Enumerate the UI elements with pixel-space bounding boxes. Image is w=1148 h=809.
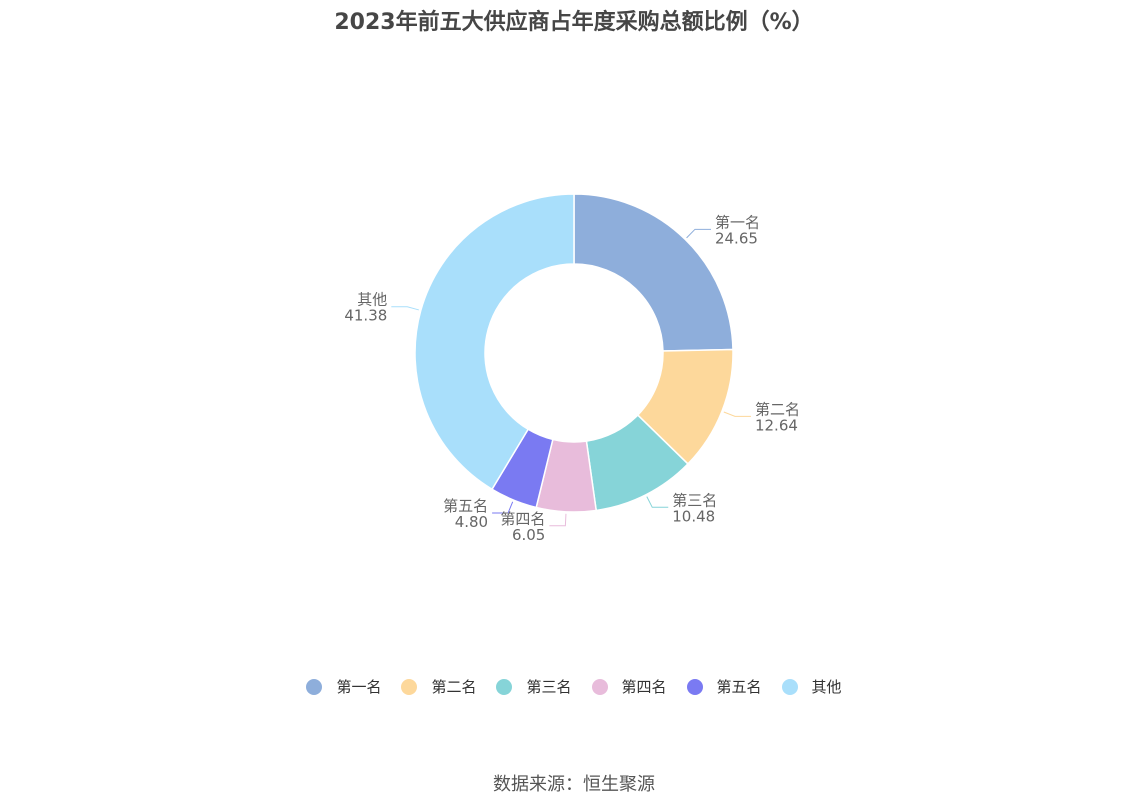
slice-category-label-fifth: 第五名 [443,497,488,515]
slice-category-label-other: 其他 [357,291,387,309]
legend-dot-icon [306,678,323,695]
legend-item-fifth[interactable]: 第五名 [686,676,762,697]
data-source: 数据来源：恒生聚源 [493,774,655,795]
legend-dot-icon [496,678,513,695]
legend-item-second[interactable]: 第二名 [401,676,476,697]
slice-category-label-fourth: 第四名 [500,510,545,528]
legend-label: 第一名 [336,678,382,696]
legend-item-fourth[interactable]: 第四名 [591,676,667,697]
slice-value-label-fifth: 4.80 [455,513,488,531]
leader-line-other [391,306,420,311]
leader-lines [391,228,751,527]
legend-item-other[interactable]: 其他 [781,676,842,697]
leader-line-first [686,228,711,239]
legend-label: 第五名 [716,678,762,696]
legend-item-first[interactable]: 第一名 [306,676,381,697]
slice-category-label-third: 第三名 [672,491,717,509]
leader-line-fifth [492,501,514,514]
slice-value-label-third: 10.48 [672,507,715,525]
slice-category-label-first: 第一名 [715,213,760,231]
legend-label: 第四名 [621,678,667,696]
slice-first[interactable] [573,193,734,352]
slice-other[interactable] [414,193,575,491]
slice-value-label-other: 41.38 [344,307,387,325]
donut-slices [414,193,734,513]
legend: 第一名 第二名 第三名 第四名 第五名 其他 [0,676,1148,697]
leader-line-third [646,496,669,508]
slice-value-label-fourth: 6.05 [512,526,545,544]
legend-label: 其他 [811,678,842,696]
slice-value-label-first: 24.65 [715,229,758,247]
slice-value-label-second: 12.64 [755,416,798,434]
leader-line-second [723,411,751,417]
legend-label: 第二名 [431,678,477,696]
legend-dot-icon [591,678,608,695]
legend-dot-icon [781,678,798,695]
leader-line-fourth [549,513,567,527]
slice-category-label-second: 第二名 [755,400,800,418]
legend-dot-icon [401,678,418,695]
legend-item-third[interactable]: 第三名 [496,676,572,697]
chart-title: 2023年前五大供应商占年度采购总额比例（%） [334,10,814,35]
legend-label: 第三名 [526,678,572,696]
legend-dot-icon [686,678,703,695]
